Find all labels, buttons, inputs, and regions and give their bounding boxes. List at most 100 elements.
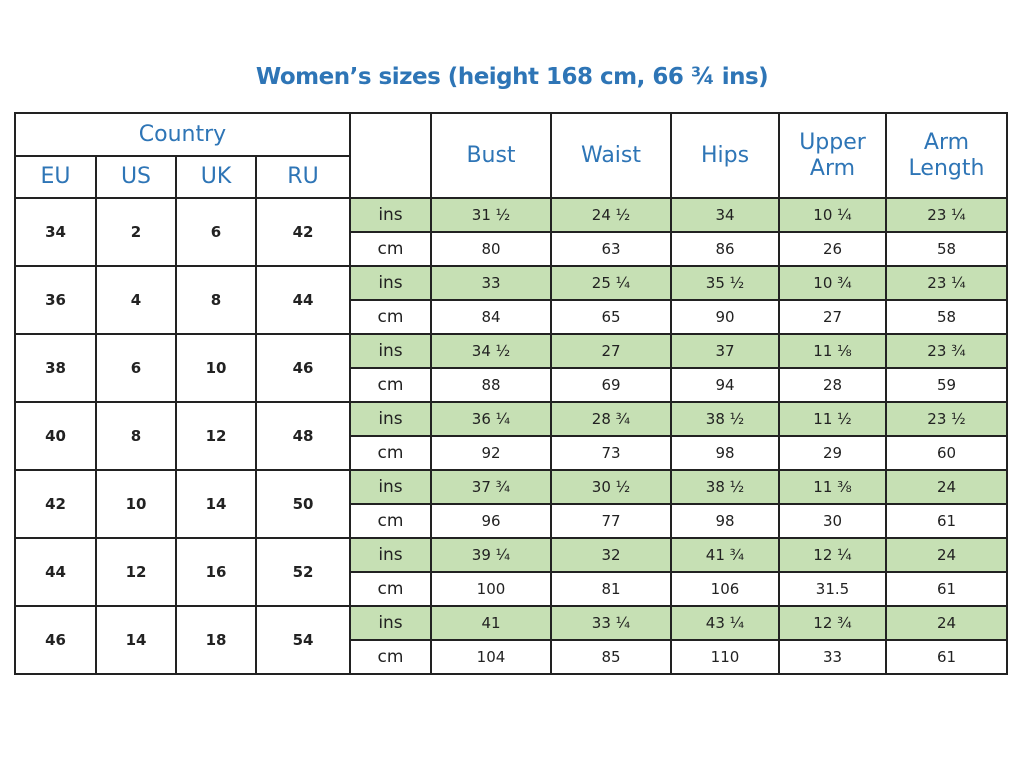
ins-value: 32 — [550, 537, 672, 573]
ins-value: 24 — [885, 605, 1008, 641]
bust-header: Bust — [430, 112, 552, 199]
unit-ins: ins — [349, 333, 432, 369]
ins-value: 25 ¼ — [550, 265, 672, 301]
uk-header: UK — [175, 155, 257, 199]
size-uk: 18 — [175, 605, 257, 675]
cm-value: 60 — [885, 435, 1008, 471]
cm-value: 88 — [430, 367, 552, 403]
cm-value: 61 — [885, 571, 1008, 607]
ins-value: 10 ¼ — [778, 197, 887, 233]
cm-value: 63 — [550, 231, 672, 267]
ins-value: 24 — [885, 537, 1008, 573]
cm-value: 104 — [430, 639, 552, 675]
cm-value: 61 — [885, 639, 1008, 675]
ins-value: 37 — [670, 333, 780, 369]
cm-value: 86 — [670, 231, 780, 267]
size-eu: 36 — [14, 265, 97, 335]
cm-value: 59 — [885, 367, 1008, 403]
size-ru: 46 — [255, 333, 351, 403]
cm-value: 31.5 — [778, 571, 887, 607]
ins-value: 24 — [885, 469, 1008, 505]
unit-cm: cm — [349, 571, 432, 607]
ins-row: 42 10 14 50 ins 37 ¾ 30 ½ 38 ½ 11 ⅜ 24 — [14, 469, 1008, 539]
ins-value: 38 ½ — [670, 469, 780, 505]
cm-row: cm 96 77 98 30 61 — [15, 503, 1008, 539]
ins-value: 12 ¾ — [778, 605, 887, 641]
cm-value: 69 — [550, 367, 672, 403]
ins-row: 36 4 8 44 ins 33 25 ¼ 35 ½ 10 ¾ 23 ¼ — [14, 265, 1008, 335]
ins-value: 11 ½ — [778, 401, 887, 437]
size-ru: 54 — [255, 605, 351, 675]
cm-value: 110 — [670, 639, 780, 675]
size-us: 4 — [95, 265, 177, 335]
size-eu: 42 — [14, 469, 97, 539]
cm-value: 30 — [778, 503, 887, 539]
cm-value: 28 — [778, 367, 887, 403]
size-ru: 44 — [255, 265, 351, 335]
ins-value: 30 ½ — [550, 469, 672, 505]
ins-value: 35 ½ — [670, 265, 780, 301]
size-eu: 44 — [14, 537, 97, 607]
size-eu: 40 — [14, 401, 97, 471]
ins-row: 34 2 6 42 ins 31 ½ 24 ½ 34 10 ¼ 23 ¼ — [14, 197, 1008, 267]
unit-cm: cm — [349, 435, 432, 471]
ins-value: 28 ¾ — [550, 401, 672, 437]
unit-header — [349, 112, 432, 199]
ru-header: RU — [255, 155, 351, 199]
unit-cm: cm — [349, 367, 432, 403]
cm-value: 29 — [778, 435, 887, 471]
ins-value: 34 — [670, 197, 780, 233]
size-us: 10 — [95, 469, 177, 539]
cm-value: 100 — [430, 571, 552, 607]
waist-header: Waist — [550, 112, 672, 199]
size-uk: 6 — [175, 197, 257, 267]
cm-value: 81 — [550, 571, 672, 607]
cm-value: 73 — [550, 435, 672, 471]
size-uk: 16 — [175, 537, 257, 607]
size-ru: 48 — [255, 401, 351, 471]
cm-value: 94 — [670, 367, 780, 403]
cm-value: 85 — [550, 639, 672, 675]
unit-cm: cm — [349, 503, 432, 539]
ins-value: 27 — [550, 333, 672, 369]
size-ru: 50 — [255, 469, 351, 539]
cm-row: cm 88 69 94 28 59 — [15, 367, 1008, 403]
cm-value: 58 — [885, 299, 1008, 335]
ins-value: 24 ½ — [550, 197, 672, 233]
ins-value: 39 ¼ — [430, 537, 552, 573]
unit-ins: ins — [349, 469, 432, 505]
ins-row: 44 12 16 52 ins 39 ¼ 32 41 ¾ 12 ¼ 24 — [14, 537, 1008, 607]
ins-value: 33 ¼ — [550, 605, 672, 641]
size-us: 12 — [95, 537, 177, 607]
unit-ins: ins — [349, 401, 432, 437]
country-header: Country — [14, 112, 351, 157]
ins-value: 37 ¾ — [430, 469, 552, 505]
unit-cm: cm — [349, 299, 432, 335]
ins-value: 11 ⅜ — [778, 469, 887, 505]
size-uk: 10 — [175, 333, 257, 403]
page-title: Women’s sizes (height 168 cm, 66 ¾ ins) — [255, 64, 769, 90]
ins-value: 34 ½ — [430, 333, 552, 369]
ins-value: 36 ¼ — [430, 401, 552, 437]
unit-cm: cm — [349, 231, 432, 267]
size-uk: 12 — [175, 401, 257, 471]
ins-value: 23 ¼ — [885, 197, 1008, 233]
size-table: Country Bust Waist Hips Upper Arm Arm Le… — [14, 112, 1008, 675]
arm-length-header: Arm Length — [885, 112, 1008, 199]
eu-header: EU — [14, 155, 97, 199]
cm-value: 98 — [670, 503, 780, 539]
ins-value: 12 ¼ — [778, 537, 887, 573]
ins-value: 11 ⅛ — [778, 333, 887, 369]
ins-value: 23 ¾ — [885, 333, 1008, 369]
size-uk: 8 — [175, 265, 257, 335]
cm-value: 106 — [670, 571, 780, 607]
cm-value: 96 — [430, 503, 552, 539]
size-us: 14 — [95, 605, 177, 675]
ins-row: 40 8 12 48 ins 36 ¼ 28 ¾ 38 ½ 11 ½ 23 ½ — [14, 401, 1008, 471]
size-us: 2 — [95, 197, 177, 267]
cm-value: 80 — [430, 231, 552, 267]
cm-row: cm 92 73 98 29 60 — [15, 435, 1008, 471]
ins-value: 10 ¾ — [778, 265, 887, 301]
cm-value: 26 — [778, 231, 887, 267]
unit-cm: cm — [349, 639, 432, 675]
